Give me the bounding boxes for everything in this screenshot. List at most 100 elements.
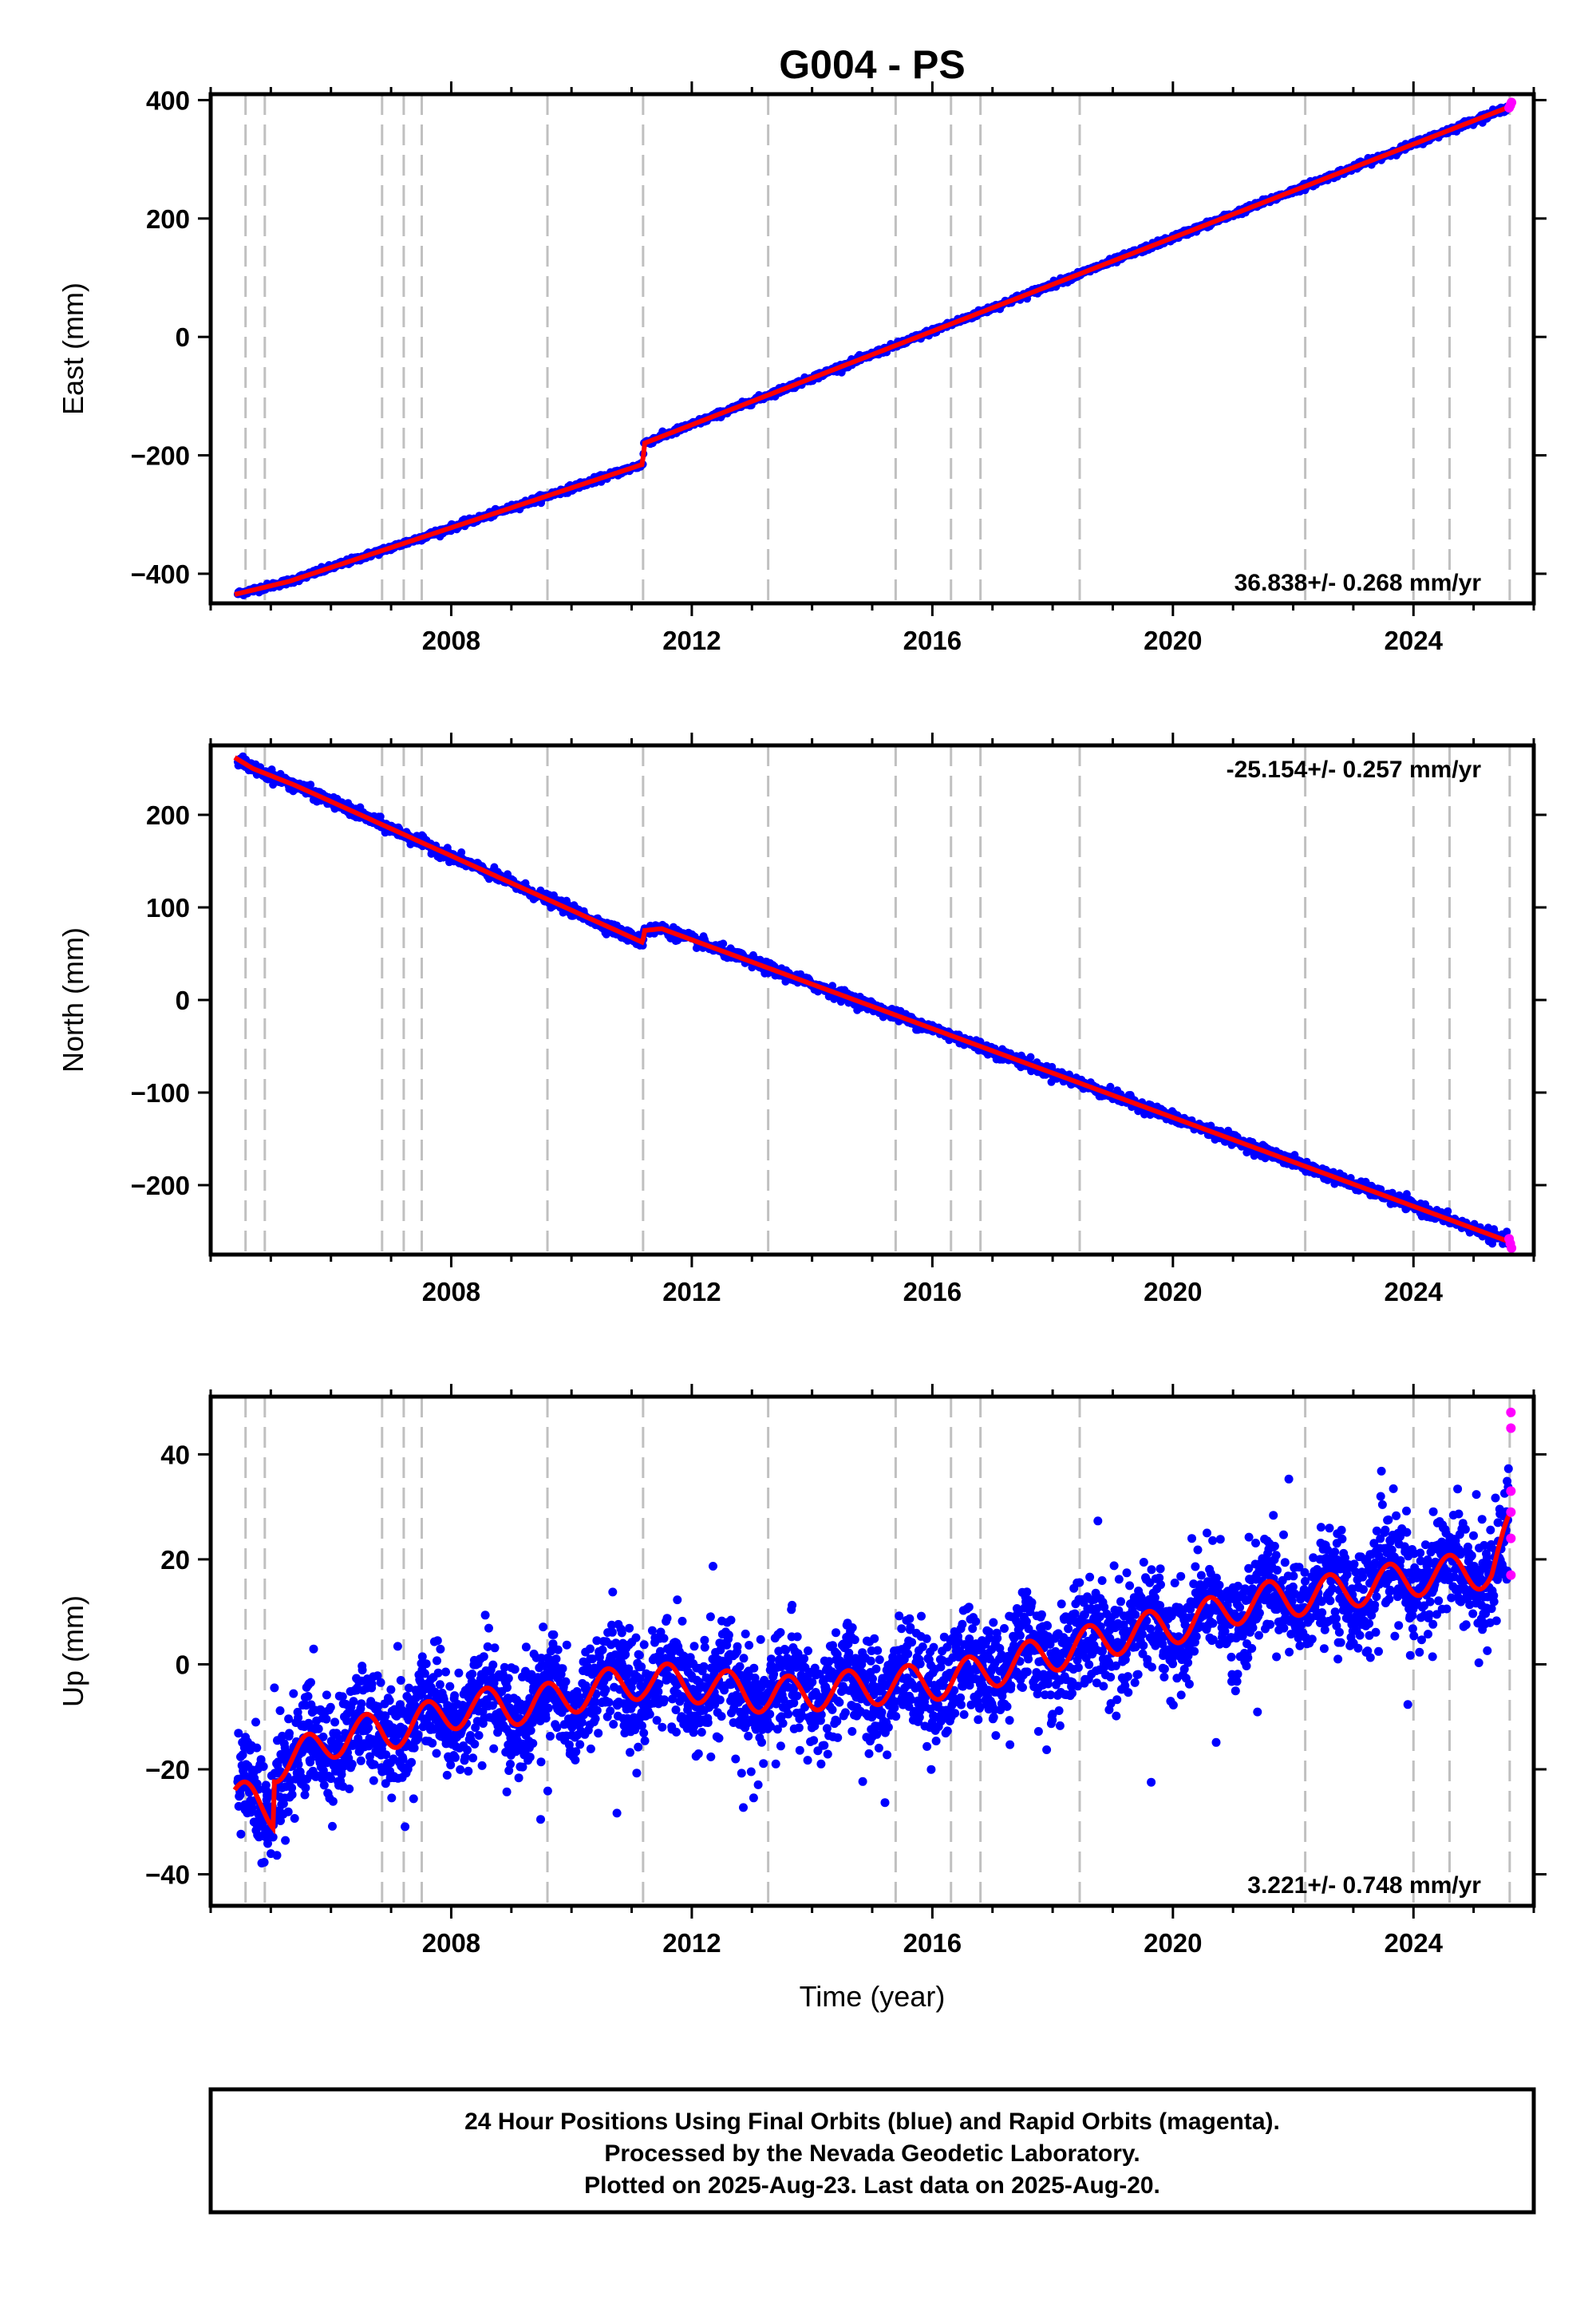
- final-orbit-point: [326, 1774, 336, 1784]
- final-orbit-point: [1503, 1227, 1511, 1236]
- final-orbit-point: [304, 1718, 314, 1728]
- rapid-orbit-point: [1507, 97, 1517, 108]
- final-orbit-point: [828, 982, 837, 990]
- final-orbit-point: [314, 1724, 323, 1733]
- final-orbit-point: [247, 1803, 257, 1812]
- final-orbit-point: [342, 1716, 352, 1725]
- final-orbit-point: [301, 1783, 310, 1792]
- final-orbit-point: [290, 1814, 299, 1823]
- final-orbit-point: [256, 1755, 266, 1765]
- final-orbit-point: [326, 1702, 335, 1712]
- y-axis-label-east: East (mm): [57, 283, 89, 415]
- y-tick-label: 0: [176, 986, 190, 1015]
- rapid-orbit-point: [1507, 1243, 1517, 1253]
- final-orbit-point: [364, 1723, 373, 1733]
- x-tick-label: 2024: [1385, 626, 1444, 655]
- x-tick-label: 2008: [422, 626, 480, 655]
- x-tick-label: 2024: [1385, 1277, 1444, 1306]
- x-tick-label: 2008: [422, 1277, 480, 1306]
- final-orbit-point: [1026, 1053, 1035, 1061]
- final-orbit-point: [251, 1717, 260, 1727]
- final-orbit-point: [278, 1731, 287, 1741]
- final-orbit-points-east: [233, 102, 1513, 599]
- final-orbit-point: [328, 1796, 338, 1806]
- final-orbit-point: [354, 1733, 363, 1743]
- final-orbit-point: [345, 1784, 354, 1793]
- final-orbit-point: [322, 1690, 331, 1700]
- final-orbit-point: [235, 1790, 245, 1800]
- final-orbit-point: [306, 781, 315, 789]
- model-fit-line-north: [233, 755, 1513, 1245]
- final-orbit-point: [294, 1713, 303, 1722]
- final-orbit-point: [719, 939, 728, 948]
- final-orbit-point: [252, 1743, 262, 1753]
- final-orbit-point: [356, 1756, 365, 1765]
- final-orbit-point: [259, 1858, 269, 1867]
- y-tick-label: 100: [146, 893, 190, 923]
- final-orbit-point: [283, 1807, 293, 1816]
- x-tick-label: 2012: [662, 1277, 721, 1306]
- final-orbit-point: [261, 1780, 271, 1790]
- final-orbit-point: [289, 1689, 298, 1698]
- final-orbit-point: [287, 1790, 297, 1800]
- final-orbit-point: [276, 1816, 285, 1825]
- rate-label-north: -25.154+/- 0.257 mm/yr: [1227, 757, 1482, 783]
- final-orbit-point: [347, 1760, 357, 1769]
- final-orbit-point: [318, 1766, 328, 1775]
- final-orbit-point: [358, 1666, 367, 1675]
- y-tick-label: −100: [131, 1078, 190, 1108]
- x-tick-label: 2020: [1144, 1277, 1202, 1306]
- final-orbit-point: [367, 1679, 377, 1689]
- panel-east: 2008 2012 2016 2020 2024−400−2000200400East …: [57, 81, 1547, 655]
- final-orbit-point: [300, 1790, 310, 1800]
- final-orbit-point: [263, 1839, 272, 1848]
- final-orbit-point: [357, 1699, 366, 1709]
- final-orbit-point: [319, 1780, 329, 1790]
- final-orbit-point: [294, 1760, 303, 1769]
- final-orbit-point: [259, 1762, 268, 1771]
- final-orbit-point: [238, 1750, 247, 1760]
- y-tick-label: −400: [131, 559, 190, 589]
- x-tick-label: 2016: [903, 1277, 962, 1306]
- final-orbit-point: [322, 1714, 331, 1724]
- final-orbit-point: [337, 1770, 346, 1779]
- model-fit-line-east: [234, 104, 1513, 597]
- final-orbit-point: [330, 1717, 340, 1727]
- y-tick-label: −200: [131, 1171, 190, 1200]
- final-orbit-point: [281, 1836, 290, 1845]
- chart-title: G004 - PS: [779, 42, 965, 87]
- final-orbit-point: [1444, 1207, 1452, 1215]
- final-orbit-point: [349, 1697, 358, 1706]
- final-orbit-point: [303, 1692, 313, 1701]
- x-tick-label: 2016: [903, 626, 962, 655]
- final-orbit-point: [328, 1821, 337, 1831]
- final-orbit-point: [270, 1683, 279, 1693]
- y-axis-label-north: North (mm): [57, 927, 89, 1073]
- final-orbit-point: [258, 1821, 267, 1830]
- y-tick-label: −200: [131, 441, 190, 471]
- final-orbit-point: [1106, 1082, 1115, 1091]
- final-orbit-point: [275, 1706, 285, 1715]
- y-tick-label: 400: [146, 85, 190, 115]
- x-tick-label: 2012: [662, 626, 721, 655]
- final-orbit-points-up: [233, 1464, 1513, 1867]
- final-orbit-point: [284, 1714, 294, 1724]
- final-orbit-point: [234, 1729, 243, 1738]
- final-orbit-point: [306, 1678, 315, 1687]
- panel-north: 2008 2012 2016 2020 2024 −200 −100 0 100 200 North…: [57, 733, 1547, 1306]
- final-orbit-point: [287, 1783, 297, 1792]
- final-orbit-point: [338, 1692, 347, 1701]
- y-tick-label: 0: [176, 322, 190, 352]
- y-tick-label: 200: [146, 800, 190, 830]
- final-orbit-point: [236, 1829, 246, 1839]
- rate-label-east: 36.838+/- 0.268 mm/yr: [1235, 570, 1482, 596]
- final-orbit-point: [309, 1644, 318, 1654]
- final-orbit-point: [369, 1760, 379, 1769]
- final-orbit-point: [285, 1729, 294, 1738]
- final-orbit-point: [369, 1776, 378, 1785]
- y-tick-label: 200: [146, 204, 190, 234]
- final-orbit-point: [318, 1732, 328, 1741]
- final-orbit-point: [1207, 1121, 1215, 1130]
- final-orbit-point: [272, 1851, 282, 1860]
